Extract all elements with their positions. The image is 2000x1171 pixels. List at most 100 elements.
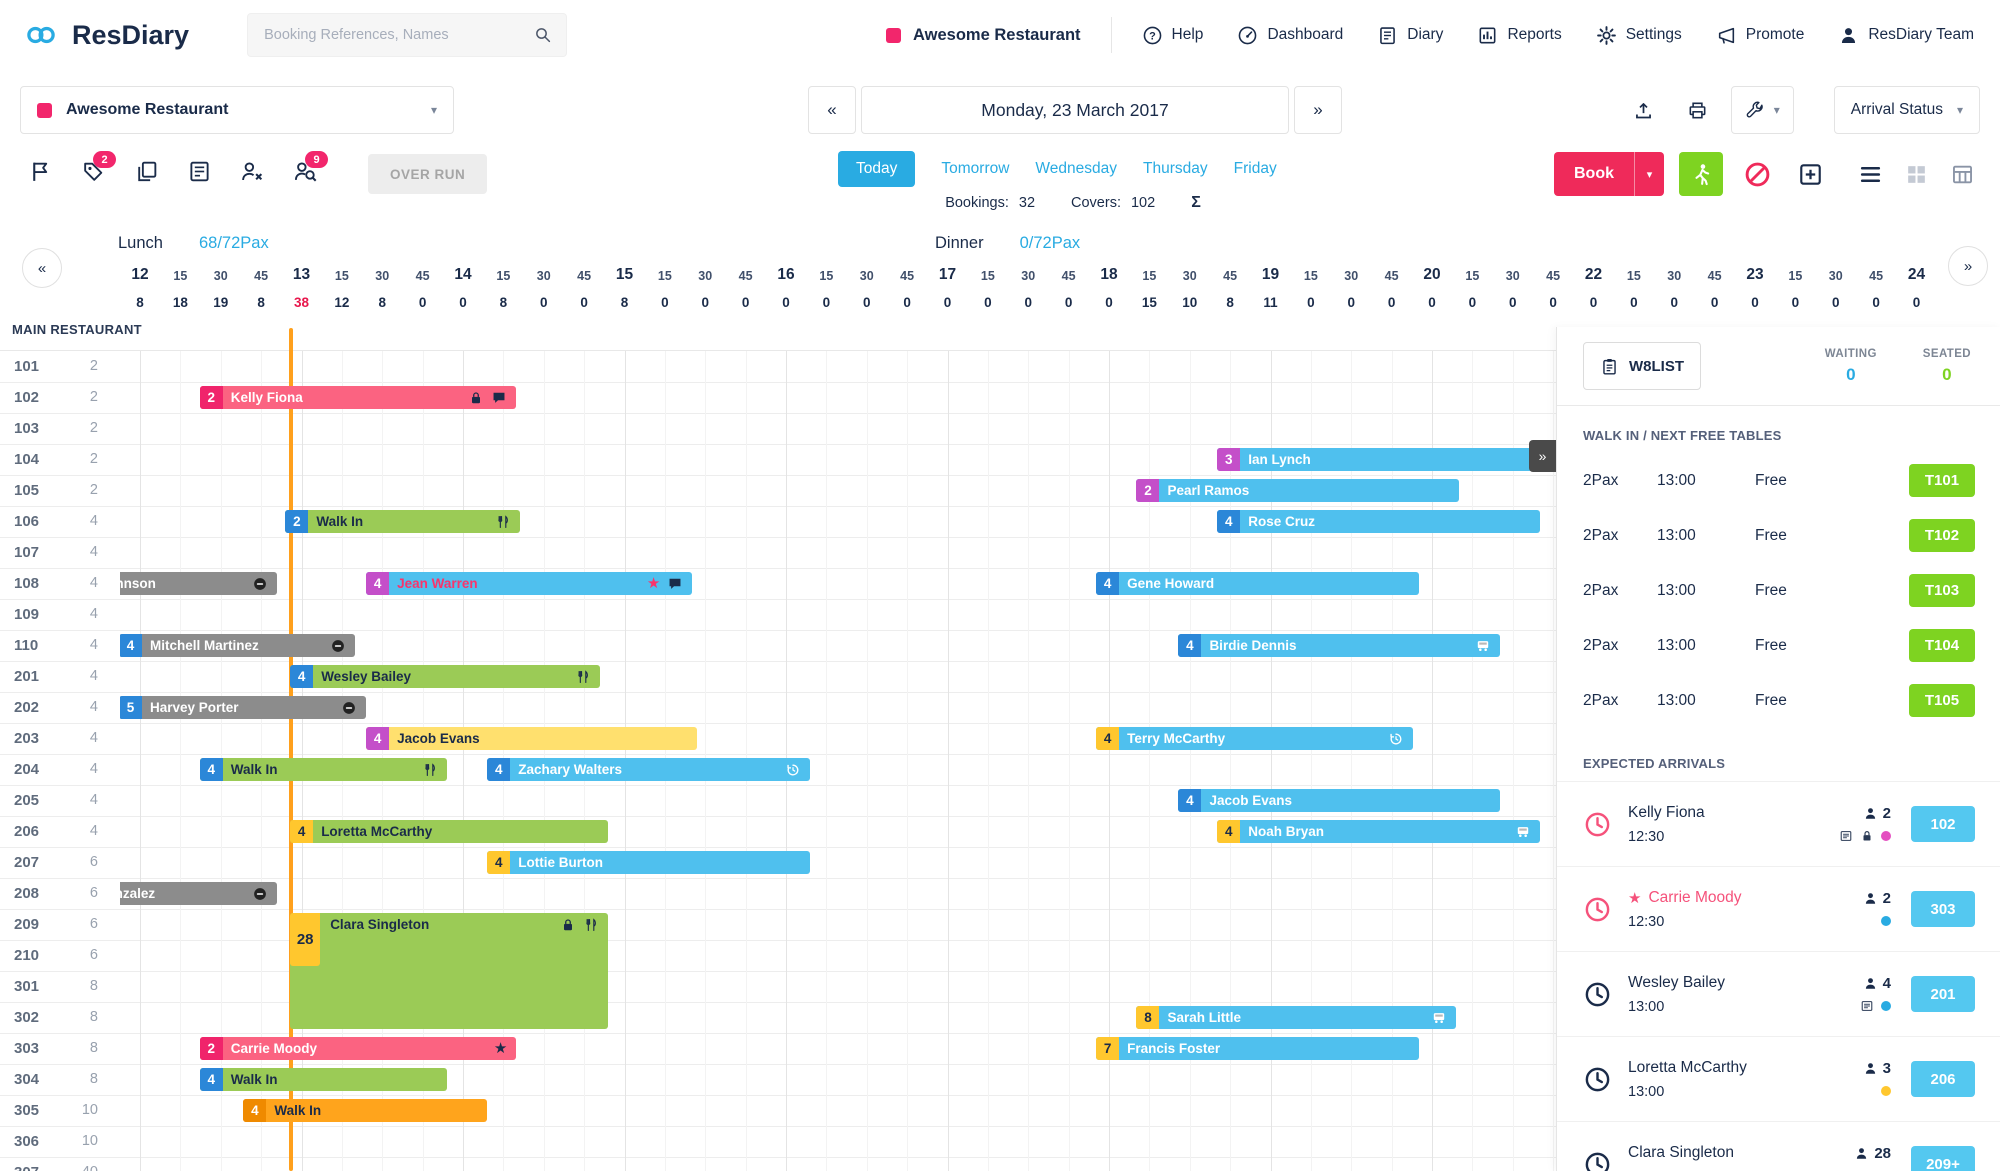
search-icon[interactable] (534, 26, 552, 44)
booking-bar[interactable]: 7 Francis Foster (1096, 1037, 1420, 1060)
overrun-button[interactable]: OVER RUN (368, 154, 488, 194)
nav-item-resdiary-team[interactable]: ResDiary Team (1838, 25, 1974, 46)
arrival-status-dropdown[interactable]: Arrival Status ▾ (1833, 86, 1980, 134)
booking-bar[interactable]: 2 Pearl Ramos (1136, 479, 1460, 502)
scroll-right-button[interactable]: » (1948, 246, 1988, 286)
booking-bar[interactable]: 2 Kelly Fiona (199, 386, 517, 409)
slot-covers-count: 0 (1791, 295, 1800, 310)
walk-in-button[interactable] (1679, 152, 1723, 196)
search-input[interactable] (262, 26, 535, 44)
slot-covers-count: 0 (1105, 295, 1113, 310)
booking-bar[interactable]: 4 Rose Cruz (1217, 510, 1541, 533)
booking-bar[interactable]: 4 Jacob Evans (366, 727, 698, 750)
table-button[interactable]: T101 (1909, 464, 1975, 497)
grid-view-icon[interactable] (1900, 152, 1932, 196)
document-icon[interactable] (187, 159, 212, 184)
flag-icon[interactable] (28, 159, 53, 184)
resdiary-logo[interactable]: ResDiary (20, 20, 189, 51)
table-button[interactable]: 209+ (1911, 1146, 1975, 1171)
book-button[interactable]: Book ▾ (1554, 152, 1664, 196)
date-picker[interactable]: Monday, 23 March 2017 (861, 86, 1289, 134)
w8list-button[interactable]: W8LIST (1583, 342, 1701, 390)
nav-item-dashboard[interactable]: Dashboard (1237, 25, 1343, 46)
block-button[interactable] (1738, 152, 1776, 196)
w8list-label: W8LIST (1629, 357, 1684, 375)
seated-value[interactable]: 0 (1942, 364, 1952, 384)
party-size-badge: 2 (1136, 479, 1160, 502)
table-button[interactable]: 201 (1911, 976, 1975, 1012)
table-button[interactable]: T104 (1909, 629, 1975, 662)
booking-bar[interactable]: 4 Birdie Dennis (1178, 634, 1500, 657)
booking-bar[interactable]: 4 Zachary Walters (487, 758, 811, 781)
arrival-row[interactable]: Kelly Fiona 12:30 2 102 (1557, 781, 2000, 866)
print-icon[interactable] (1677, 88, 1719, 132)
table-button[interactable]: T105 (1909, 684, 1975, 717)
booking-bar[interactable]: ine Johnson (120, 572, 278, 595)
free-table-row[interactable]: 2Pax 13:00 Free T104 (1583, 618, 1975, 673)
list-view-icon[interactable] (1854, 152, 1886, 196)
next-day-button[interactable]: » (1294, 86, 1342, 134)
booking-bar[interactable]: 4 Lottie Burton (487, 851, 811, 874)
sum-icon[interactable]: Σ (1191, 194, 1201, 211)
booking-bar[interactable]: 4 Wesley Bailey (290, 665, 601, 688)
table-seats: 6 (89, 947, 98, 963)
chevron-down-icon[interactable]: ▾ (1634, 152, 1664, 196)
booking-bar[interactable]: en Gonzalez (120, 882, 278, 905)
booking-bar[interactable]: 2 Walk In (285, 510, 520, 533)
pin-icon[interactable] (1623, 88, 1665, 132)
lunch-pax[interactable]: 68/72Pax (198, 234, 269, 252)
booking-bar[interactable]: 4 Gene Howard (1096, 572, 1420, 595)
dinner-pax[interactable]: 0/72Pax (1019, 234, 1081, 252)
table-button[interactable]: 303 (1911, 891, 1975, 927)
booking-bar[interactable]: 8 Sarah Little (1136, 1006, 1457, 1029)
booking-bar[interactable]: 2 Carrie Moody ★ (199, 1037, 517, 1060)
booking-bar[interactable]: 4 Jean Warren ★ (366, 572, 693, 595)
booking-bar[interactable]: 4 Walk In (199, 758, 447, 781)
booking-bar[interactable]: 4 Walk In (243, 1099, 488, 1122)
booking-bar[interactable]: 4 Walk In (199, 1068, 447, 1091)
tab-tomorrow[interactable]: Tomorrow (941, 160, 1010, 177)
tab-wednesday[interactable]: Wednesday (1035, 160, 1117, 177)
nav-item-settings[interactable]: Settings (1596, 25, 1682, 46)
table-button[interactable]: 102 (1911, 806, 1975, 842)
sidebar-collapse-handle[interactable]: » (1529, 440, 1556, 472)
free-table-row[interactable]: 2Pax 13:00 Free T105 (1583, 673, 1975, 728)
guest-remove-icon[interactable] (240, 159, 265, 184)
arrival-row[interactable]: Loretta McCarthy 13:00 3 206 (1557, 1036, 2000, 1121)
table-button[interactable]: 206 (1911, 1061, 1975, 1097)
free-table-row[interactable]: 2Pax 13:00 Free T102 (1583, 508, 1975, 563)
tag-icon[interactable]: 2 (81, 151, 116, 184)
free-table-row[interactable]: 2Pax 13:00 Free T103 (1583, 563, 1975, 618)
add-booking-button[interactable] (1791, 152, 1829, 196)
brand-name: ResDiary (72, 19, 190, 50)
booking-bar[interactable]: 28 Clara Singleton (290, 913, 609, 1029)
booking-bar[interactable]: 3 Ian Lynch (1217, 448, 1578, 471)
arrival-row[interactable]: Wesley Bailey 13:00 4 201 (1557, 951, 2000, 1036)
table-view-icon[interactable] (1946, 152, 1978, 196)
copy-icon[interactable] (134, 159, 159, 184)
booking-bar[interactable]: 5 Harvey Porter (120, 696, 367, 719)
nav-item-help[interactable]: ? Help (1142, 25, 1203, 46)
nav-item-diary[interactable]: Diary (1377, 25, 1443, 46)
arrival-row[interactable]: ★ Carrie Moody 12:30 2 303 (1557, 866, 2000, 951)
tab-thursday[interactable]: Thursday (1143, 160, 1208, 177)
booking-bar[interactable]: 4 Noah Bryan (1217, 820, 1541, 843)
previous-day-button[interactable]: « (808, 86, 856, 134)
guest-search-icon[interactable]: 9 (293, 151, 328, 184)
booking-bar[interactable]: 4 Jacob Evans (1178, 789, 1500, 812)
table-button[interactable]: T102 (1909, 519, 1975, 552)
scroll-left-button[interactable]: « (22, 248, 62, 288)
table-button[interactable]: T103 (1909, 574, 1975, 607)
restaurant-select[interactable]: Awesome Restaurant ▾ (20, 86, 454, 134)
nav-item-reports[interactable]: Reports (1477, 25, 1562, 46)
arrival-row[interactable]: Clara Singleton 13:00 28 209+ (1557, 1121, 2000, 1171)
tab-today[interactable]: Today (838, 151, 916, 187)
booking-bar[interactable]: 4 Mitchell Martinez (120, 634, 355, 657)
booking-bar[interactable]: 4 Loretta McCarthy (290, 820, 609, 843)
tools-dropdown[interactable]: ▾ (1730, 86, 1794, 134)
tab-friday[interactable]: Friday (1233, 160, 1277, 177)
booking-bar[interactable]: 4 Terry McCarthy (1096, 727, 1413, 750)
free-table-row[interactable]: 2Pax 13:00 Free T101 (1583, 453, 1975, 508)
nav-item-promote[interactable]: Promote (1716, 25, 1804, 46)
waiting-value[interactable]: 0 (1846, 364, 1856, 384)
